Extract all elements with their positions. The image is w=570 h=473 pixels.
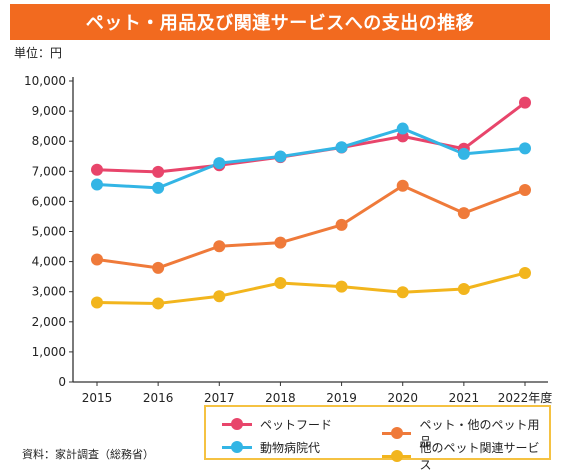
data-point-s1-7 xyxy=(519,183,531,196)
data-point-s1-2 xyxy=(213,240,226,253)
series-line-2 xyxy=(96,127,526,190)
y-tick-label: 4,000 xyxy=(32,255,66,269)
legend-marker xyxy=(231,441,243,453)
unit-label: 単位：円 xyxy=(14,46,63,60)
data-point-s1-5 xyxy=(396,179,409,192)
x-tick-label: 2018 xyxy=(265,391,296,405)
y-tick-label: 2,000 xyxy=(32,315,66,329)
data-point-s0-7 xyxy=(519,96,531,109)
data-point-s0-1 xyxy=(152,165,165,178)
series-line-0 xyxy=(96,101,526,174)
data-point-s3-4 xyxy=(335,280,348,293)
legend-marker xyxy=(231,418,243,430)
data-point-s3-7 xyxy=(519,267,531,280)
legend-label: 他のペット関連サービス xyxy=(419,441,540,472)
data-point-s3-2 xyxy=(213,290,226,303)
data-point-s2-4 xyxy=(335,141,348,154)
legend-swatch xyxy=(222,441,252,453)
x-tick-label: 2017 xyxy=(204,391,235,405)
y-tick-label: 10,000 xyxy=(24,74,66,88)
data-point-s1-1 xyxy=(152,261,165,274)
legend-item-vet-fees: 動物病院代 xyxy=(222,439,320,456)
legend-item-pet-goods: ペット・他のペット用品 xyxy=(382,416,549,450)
legend-swatch xyxy=(222,418,252,430)
x-tick-label: 2021 xyxy=(449,391,480,405)
series-line-1 xyxy=(96,184,526,270)
legend-label: ペット・他のペット用品 xyxy=(419,418,540,449)
legend: ペットフード ペット・他のペット用品 動物病院代 他のペット関連サービス xyxy=(204,405,551,472)
data-point-s2-7 xyxy=(519,142,531,155)
source-note: 資料：家計調査（総務省） xyxy=(22,448,154,461)
data-point-s3-6 xyxy=(457,282,470,295)
data-point-s3-0 xyxy=(91,296,103,309)
legend-marker xyxy=(391,426,403,439)
data-point-s2-5 xyxy=(396,122,409,135)
y-tick-label: 9,000 xyxy=(32,104,66,118)
y-tick-label: 3,000 xyxy=(32,285,66,299)
data-point-s1-3 xyxy=(274,236,287,249)
y-tick-label: 0 xyxy=(58,375,66,389)
x-tick-label: 2015 xyxy=(82,391,113,405)
legend-label: ペットフード xyxy=(260,418,333,432)
x-tick-label: 2016 xyxy=(143,391,174,405)
y-tick-label: 1,000 xyxy=(32,345,66,359)
x-tick-label: 2022年度 xyxy=(498,390,553,405)
legend-swatch xyxy=(382,426,412,439)
data-point-s2-1 xyxy=(152,181,165,194)
data-point-s2-0 xyxy=(91,178,103,191)
y-tick-label: 5,000 xyxy=(32,225,66,239)
data-point-s2-6 xyxy=(457,147,470,160)
data-point-s3-1 xyxy=(152,297,165,310)
y-tick-label: 6,000 xyxy=(32,194,66,208)
data-point-s2-2 xyxy=(213,157,226,170)
legend-item-pet-food: ペットフード xyxy=(222,416,332,433)
data-point-s1-0 xyxy=(91,253,103,266)
legend-marker xyxy=(391,449,403,462)
data-point-s3-5 xyxy=(396,286,409,299)
data-point-s1-4 xyxy=(335,218,348,231)
series-line-3 xyxy=(96,271,526,305)
legend-label: 動物病院代 xyxy=(260,441,321,455)
title-bar: ペット・用品及び関連サービスへの支出の推移 xyxy=(10,4,550,40)
legend-swatch xyxy=(382,449,412,462)
y-tick-label: 7,000 xyxy=(32,164,66,178)
y-tick-label: 8,000 xyxy=(32,134,66,148)
data-point-s3-3 xyxy=(274,276,287,289)
x-tick-label: 2019 xyxy=(326,391,357,405)
data-point-s2-3 xyxy=(274,150,287,163)
legend-item-pet-services: 他のペット関連サービス xyxy=(382,439,549,473)
chart-title: ペット・用品及び関連サービスへの支出の推移 xyxy=(85,13,475,34)
x-tick-label: 2020 xyxy=(387,391,418,405)
data-point-s1-6 xyxy=(457,207,470,220)
data-point-s0-0 xyxy=(91,163,103,176)
